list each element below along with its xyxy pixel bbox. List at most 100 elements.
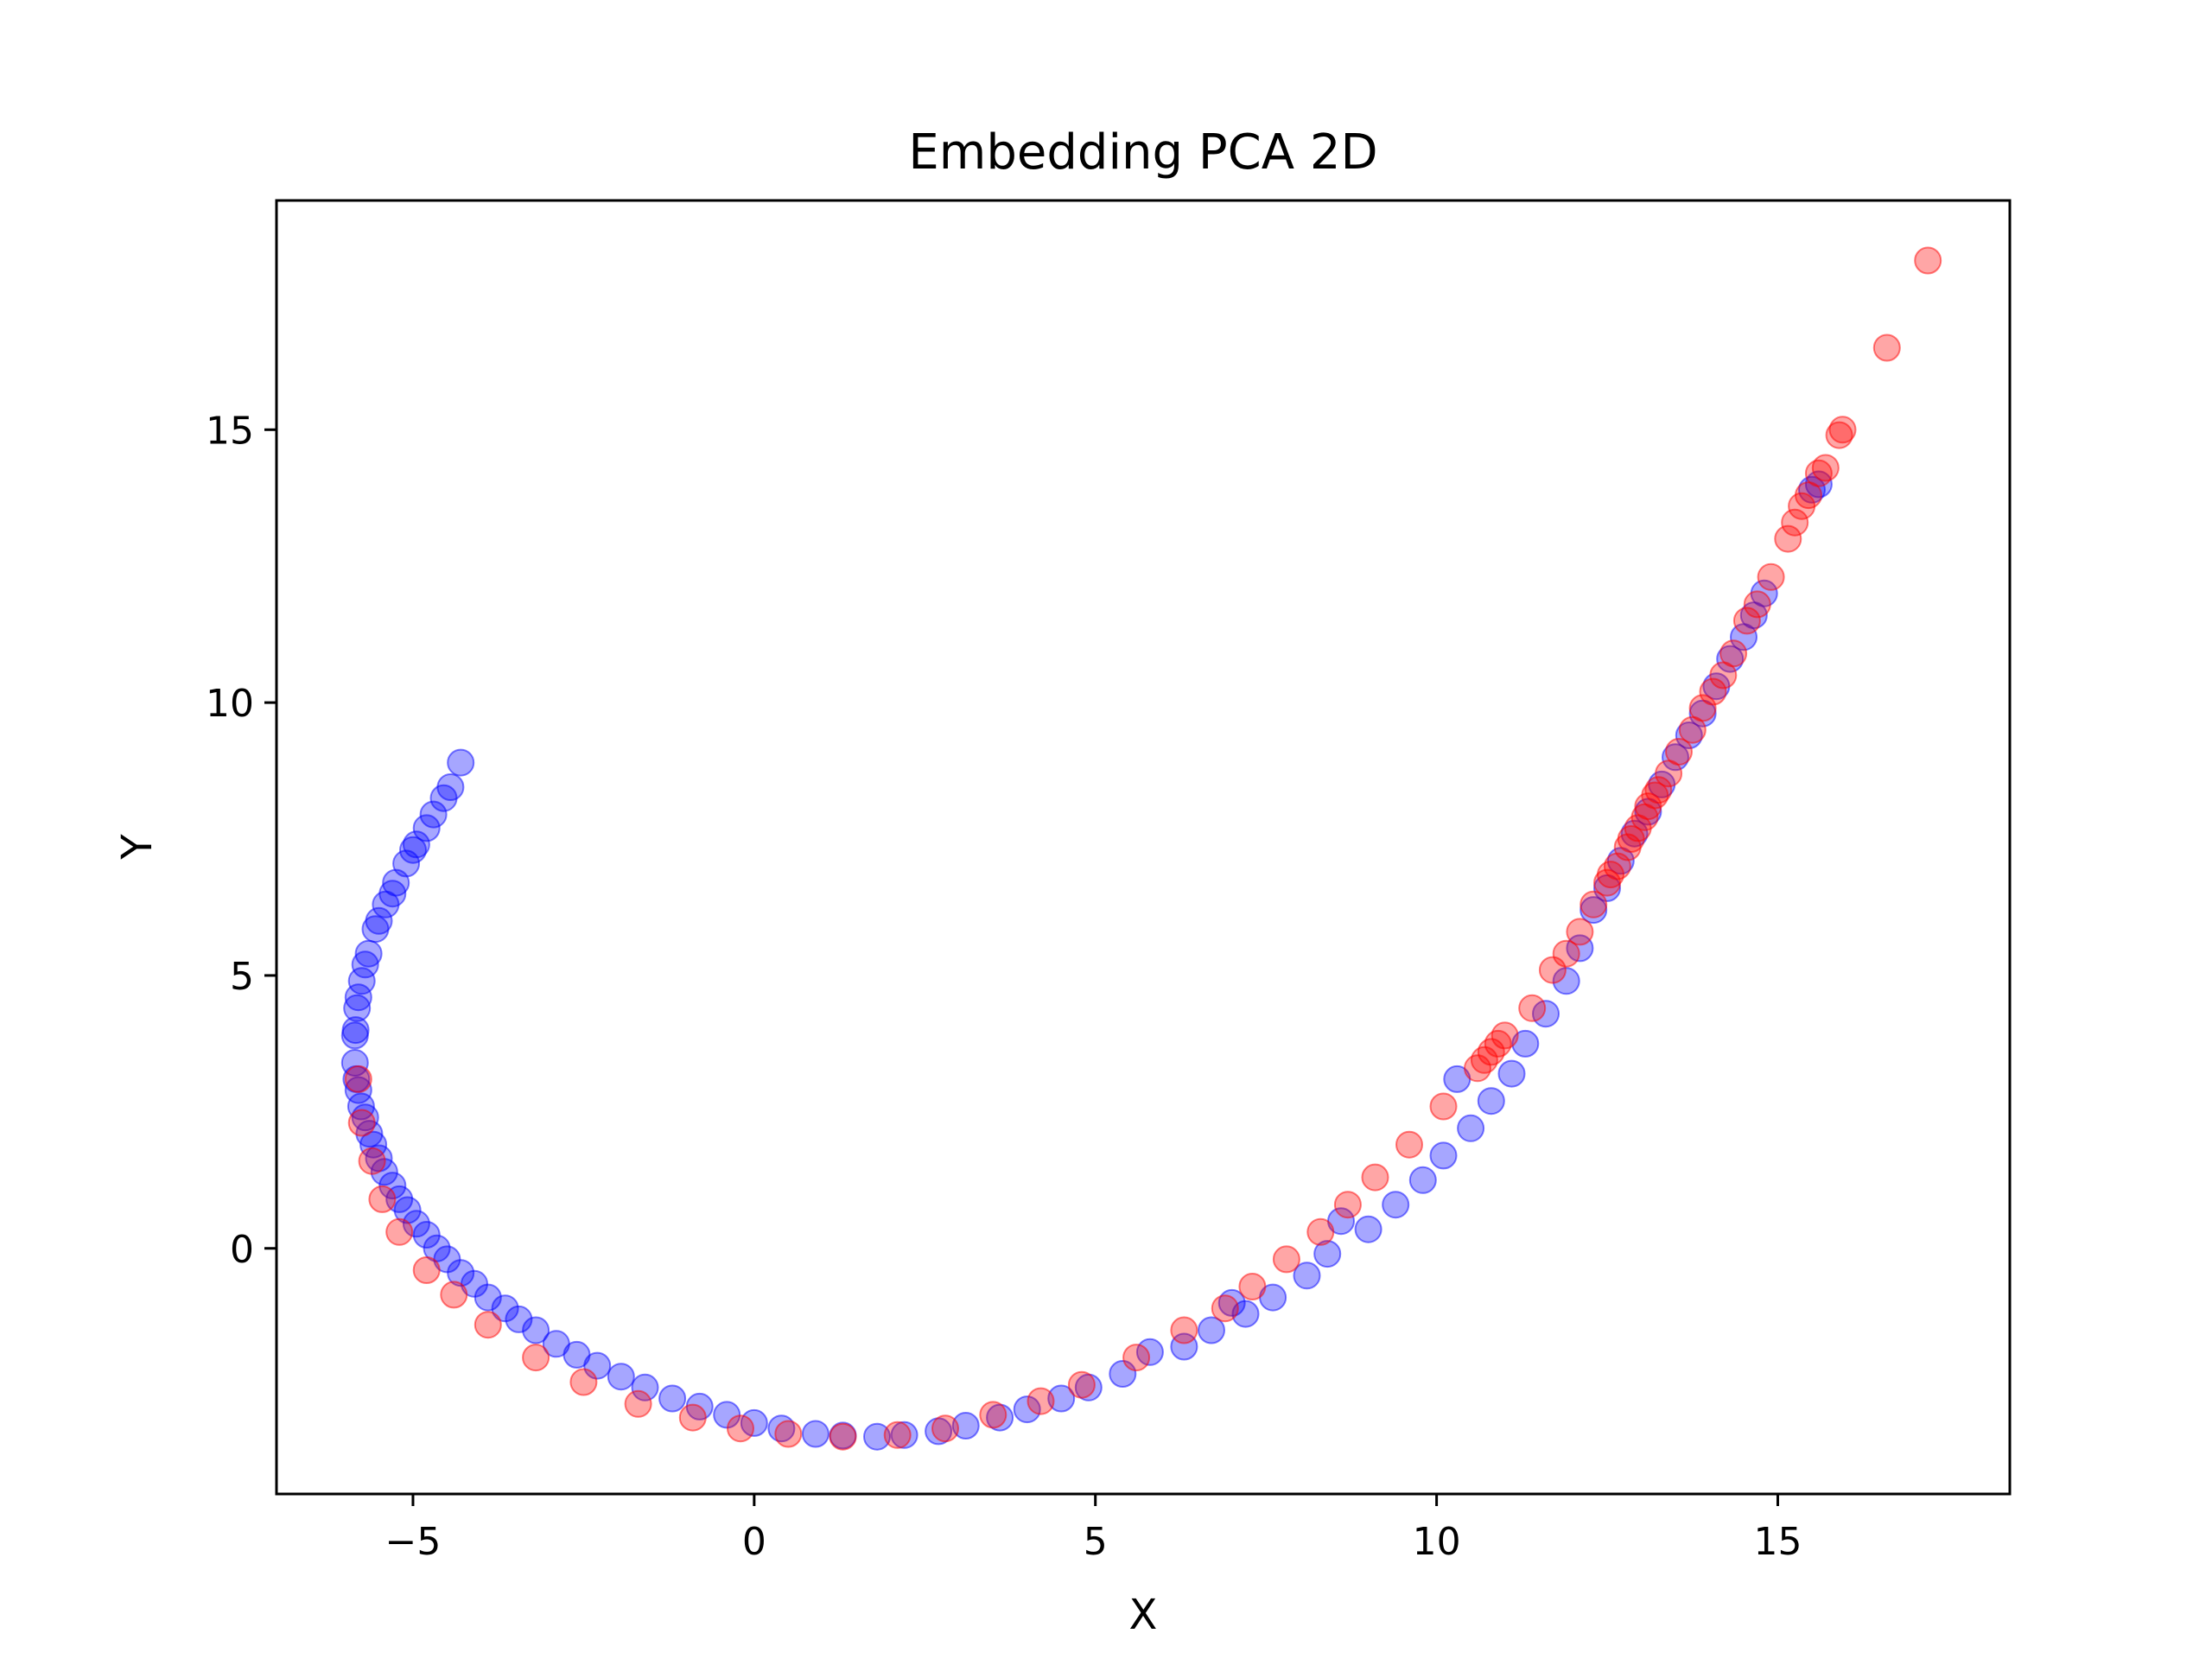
scatter-point-series-0-36 (1170, 1332, 1198, 1361)
scatter-point-series-0-12 (343, 994, 372, 1022)
scatter-point-series-1-68 (1484, 1029, 1512, 1058)
scatter-point-series-1-53 (624, 1389, 652, 1418)
scatter-point-series-1-1 (1872, 334, 1901, 362)
scatter-point-series-1-56 (474, 1311, 502, 1339)
scatter-point-series-0-4 (412, 814, 441, 842)
scatter-point-series-0-87 (1198, 1316, 1225, 1344)
scatter-point-series-0-27 (631, 1373, 659, 1402)
x-tick-label: 5 (1084, 1520, 1108, 1564)
chart-title: Embedding PCA 2D (908, 124, 1377, 181)
scatter-point-series-1-48 (883, 1421, 912, 1449)
scatter-point-series-0-10 (354, 939, 383, 968)
scatter-point-series-1-69 (1630, 803, 1659, 831)
scatter-point-series-1-47 (931, 1414, 959, 1443)
scatter-point-series-1-65 (1617, 825, 1645, 853)
x-tick-label: 10 (1413, 1520, 1461, 1564)
scatter-point-series-1-39 (1272, 1245, 1300, 1274)
scatter-point-series-1-19 (1655, 760, 1683, 788)
scatter-point-series-1-8 (1781, 508, 1809, 537)
scatter-point-series-1-44 (1067, 1370, 1096, 1399)
points-layer (340, 246, 1942, 1451)
x-tick-label: 0 (742, 1520, 766, 1564)
scatter-point-series-1-3 (1825, 421, 1853, 449)
scatter-point-series-0-39 (1354, 1215, 1382, 1243)
scatter-point-series-0-85 (1013, 1395, 1041, 1424)
scatter-point-series-1-12 (1732, 607, 1761, 635)
scatter-point-series-0-29 (740, 1408, 768, 1437)
scatter-point-series-1-59 (385, 1217, 414, 1246)
scatter-point-series-1-27 (1566, 918, 1594, 946)
scatter-point-series-1-26 (1580, 890, 1608, 918)
scatter-point-series-1-29 (1538, 956, 1567, 984)
scatter-point-series-0-44 (1566, 934, 1594, 963)
scatter-point-series-1-45 (1027, 1387, 1055, 1415)
scatter-point-series-1-38 (1306, 1217, 1335, 1246)
scatter-point-series-0-90 (1382, 1191, 1410, 1219)
scatter-point-series-1-60 (368, 1185, 397, 1213)
scatter-point-series-0-83 (890, 1421, 918, 1449)
scatter-point-series-0-79 (658, 1384, 687, 1413)
scatter-point-series-0-62 (365, 906, 393, 935)
scatter-point-series-0-41 (1457, 1114, 1485, 1142)
scatter-point-series-0-20 (402, 1210, 430, 1238)
scatter-point-series-0-89 (1313, 1240, 1342, 1268)
scatter-point-series-1-10 (1757, 563, 1785, 591)
y-axis-label: Y (113, 834, 162, 861)
scatter-point-series-1-15 (1699, 677, 1727, 706)
y-tick-label: 15 (206, 409, 254, 453)
plot-area-frame (275, 199, 2012, 1496)
scatter-point-series-0-72 (412, 1221, 441, 1249)
scatter-point-series-1-58 (412, 1256, 441, 1284)
scatter-point-series-1-63 (344, 1065, 372, 1093)
scatter-point-series-0-84 (951, 1412, 980, 1440)
y-tick-label: 5 (230, 955, 254, 999)
scatter-point-series-1-43 (1122, 1344, 1151, 1372)
scatter-point-series-1-34 (1429, 1092, 1458, 1121)
scatter-point-series-0-76 (522, 1316, 550, 1344)
scatter-point-series-1-49 (829, 1422, 857, 1451)
scatter-point-series-1-9 (1774, 524, 1802, 553)
scatter-point-series-1-37 (1333, 1191, 1362, 1219)
scatter-point-series-0-38 (1293, 1262, 1321, 1290)
scatter-point-series-0-34 (1047, 1384, 1076, 1413)
scatter-point-series-0-93 (1511, 1029, 1540, 1058)
scatter-point-series-0-92 (1477, 1087, 1505, 1116)
x-axis-label: X (1129, 1591, 1158, 1639)
scatter-point-series-1-30 (1518, 994, 1547, 1022)
scatter-point-series-0-59 (1135, 1338, 1164, 1366)
scatter-point-series-1-41 (1211, 1294, 1239, 1323)
y-axis: 0 5 10 15 (206, 409, 276, 1272)
scatter-point-series-1-62 (347, 1109, 376, 1137)
scatter-point-series-1-61 (358, 1147, 386, 1175)
scatter-point-series-1-7 (1788, 492, 1816, 520)
scatter-point-series-0-60 (399, 836, 427, 864)
scatter-point-series-0-75 (491, 1294, 519, 1323)
x-tick-label: −5 (385, 1520, 442, 1564)
scatter-point-series-0-64 (344, 983, 372, 1012)
scatter-point-series-0-31 (863, 1422, 891, 1451)
scatter-point-series-0-42 (1497, 1059, 1526, 1088)
scatter-point-series-0-63 (351, 950, 379, 979)
scatter-point-series-0-78 (607, 1363, 635, 1391)
scatter-point-series-0-11 (347, 967, 376, 995)
scatter-point-series-0-71 (393, 1196, 422, 1224)
scatter-point-series-1-55 (522, 1344, 550, 1372)
scatter-point-series-0-2 (429, 784, 458, 812)
scatter-point-series-0-40 (1408, 1166, 1437, 1194)
scatter-point-series-0-43 (1532, 1000, 1560, 1028)
scatter-point-series-1-17 (1678, 715, 1707, 744)
scatter-point-series-0-0 (447, 748, 475, 777)
scatter-point-series-0-3 (419, 800, 448, 829)
scatter-point-series-1-46 (979, 1401, 1007, 1429)
y-tick-label: 0 (230, 1228, 254, 1272)
scatter-point-series-1-40 (1238, 1273, 1267, 1300)
scatter-point-series-1-57 (440, 1281, 468, 1309)
scatter-point-series-1-64 (1597, 861, 1624, 889)
y-tick-label: 10 (206, 682, 254, 726)
scatter-point-series-1-0 (1914, 246, 1942, 275)
x-tick-label: 15 (1753, 1520, 1802, 1564)
scatter-point-series-1-50 (774, 1420, 803, 1448)
